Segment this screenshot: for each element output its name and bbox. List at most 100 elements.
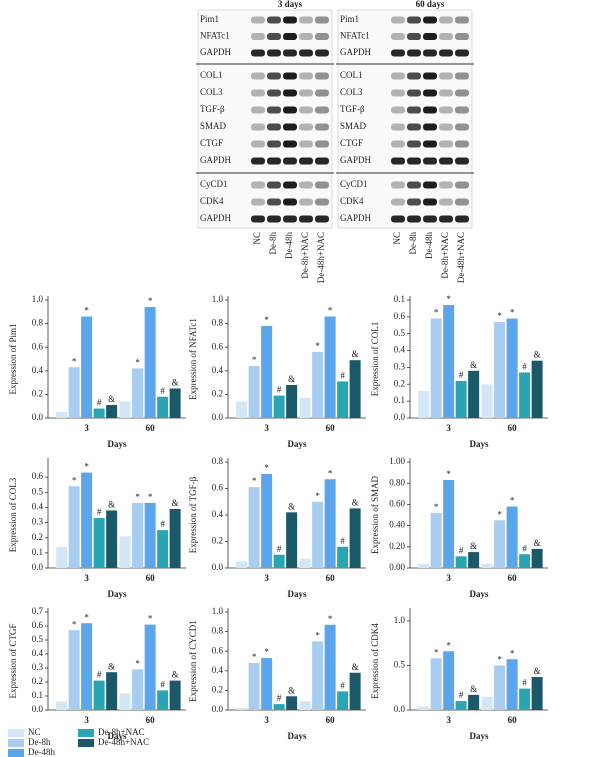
band <box>391 89 405 97</box>
band <box>455 72 469 80</box>
lane-label: NC <box>392 232 402 245</box>
band <box>439 49 453 57</box>
y-tick-label: 0.6 <box>212 483 224 493</box>
legend-swatch <box>78 729 94 737</box>
row-label: TGF-β <box>340 104 365 114</box>
y-tick-label: 0.6 <box>394 311 406 321</box>
y-tick-label: 0.0 <box>212 412 224 422</box>
y-tick-label: 1.00 <box>389 456 405 466</box>
legend-label: De-48h <box>28 747 55 757</box>
y-axis-label: Expression of TGF-β <box>188 476 198 553</box>
band <box>283 49 297 57</box>
band <box>439 140 453 148</box>
y-tick-label: 0.6 <box>212 645 224 655</box>
band <box>407 140 421 148</box>
significance-mark: & <box>534 350 541 360</box>
y-tick-label: 0.4 <box>212 509 224 519</box>
row-label: Pim1 <box>200 14 219 24</box>
lane-label: De-8h+NAC <box>300 232 310 279</box>
x-tick-label: 60 <box>508 423 518 433</box>
y-tick-label: 0.5 <box>394 660 406 670</box>
y-tick-label: 0.0 <box>212 562 224 572</box>
bar <box>299 397 311 418</box>
x-axis-label: Days <box>287 439 306 449</box>
bar <box>81 472 93 568</box>
band <box>267 181 281 189</box>
significance-mark: * <box>510 308 515 318</box>
bar <box>531 548 543 568</box>
y-tick-label: 0.00 <box>389 562 405 572</box>
significance-mark: # <box>522 543 527 553</box>
bar <box>430 512 442 568</box>
band <box>407 123 421 131</box>
bar <box>81 316 93 418</box>
bar <box>132 368 144 418</box>
band <box>391 72 405 80</box>
bar <box>481 384 493 418</box>
bar <box>157 530 169 568</box>
band <box>439 89 453 97</box>
x-axis-label: Days <box>107 439 126 449</box>
y-tick-label: 0.8 <box>212 626 224 636</box>
significance-mark: * <box>497 311 502 321</box>
legend-swatch <box>8 749 24 757</box>
band <box>299 123 313 131</box>
row-label: CyCD1 <box>200 179 228 189</box>
band <box>423 16 437 24</box>
band <box>423 106 437 114</box>
bar <box>324 316 336 418</box>
band <box>251 181 265 189</box>
bar <box>349 360 361 418</box>
bar <box>324 624 336 710</box>
band <box>423 33 437 40</box>
band <box>391 157 405 165</box>
band <box>283 33 297 40</box>
x-axis-label: Days <box>287 589 306 599</box>
band <box>251 49 265 57</box>
bar <box>236 561 248 568</box>
bar <box>468 694 480 710</box>
bar <box>481 563 493 568</box>
y-axis-label: Expression of Pim1 <box>8 324 18 395</box>
band <box>423 140 437 148</box>
band <box>423 198 437 206</box>
y-axis-label: Expression of CDK4 <box>370 623 380 699</box>
y-tick-label: 0.0 <box>212 704 224 714</box>
panel-title: 60 days <box>416 0 445 9</box>
y-tick-label: 0.1 <box>394 294 405 304</box>
blot-frame <box>337 9 473 229</box>
band <box>283 106 297 114</box>
significance-mark: & <box>108 394 115 404</box>
band <box>423 123 437 131</box>
significance-mark: * <box>510 496 515 506</box>
band <box>407 106 421 114</box>
x-tick-label: 3 <box>446 715 451 725</box>
band <box>267 49 281 57</box>
lane-label: De-8h <box>408 232 418 255</box>
band <box>283 157 297 165</box>
significance-mark: & <box>172 670 179 680</box>
significance-mark: # <box>340 370 345 380</box>
y-tick-label: 0.0 <box>394 412 406 422</box>
band <box>267 89 281 97</box>
significance-mark: * <box>264 647 269 657</box>
bar <box>56 701 68 710</box>
significance-mark: & <box>288 374 295 384</box>
significance-mark: # <box>160 386 165 396</box>
x-tick-label: 60 <box>146 423 156 433</box>
bar <box>443 480 455 568</box>
bar <box>312 501 324 568</box>
bar <box>106 405 118 418</box>
band <box>439 33 453 40</box>
y-tick-label: 0.4 <box>212 365 224 375</box>
band <box>315 157 329 165</box>
band <box>391 215 405 223</box>
band <box>267 157 281 165</box>
row-label: CTGF <box>200 138 223 148</box>
band <box>455 123 469 131</box>
y-tick-label: 1.0 <box>212 606 224 616</box>
band <box>315 198 329 206</box>
row-label: GAPDH <box>340 155 372 165</box>
lane-label: De-48h+NAC <box>456 232 466 283</box>
significance-mark: # <box>160 679 165 689</box>
